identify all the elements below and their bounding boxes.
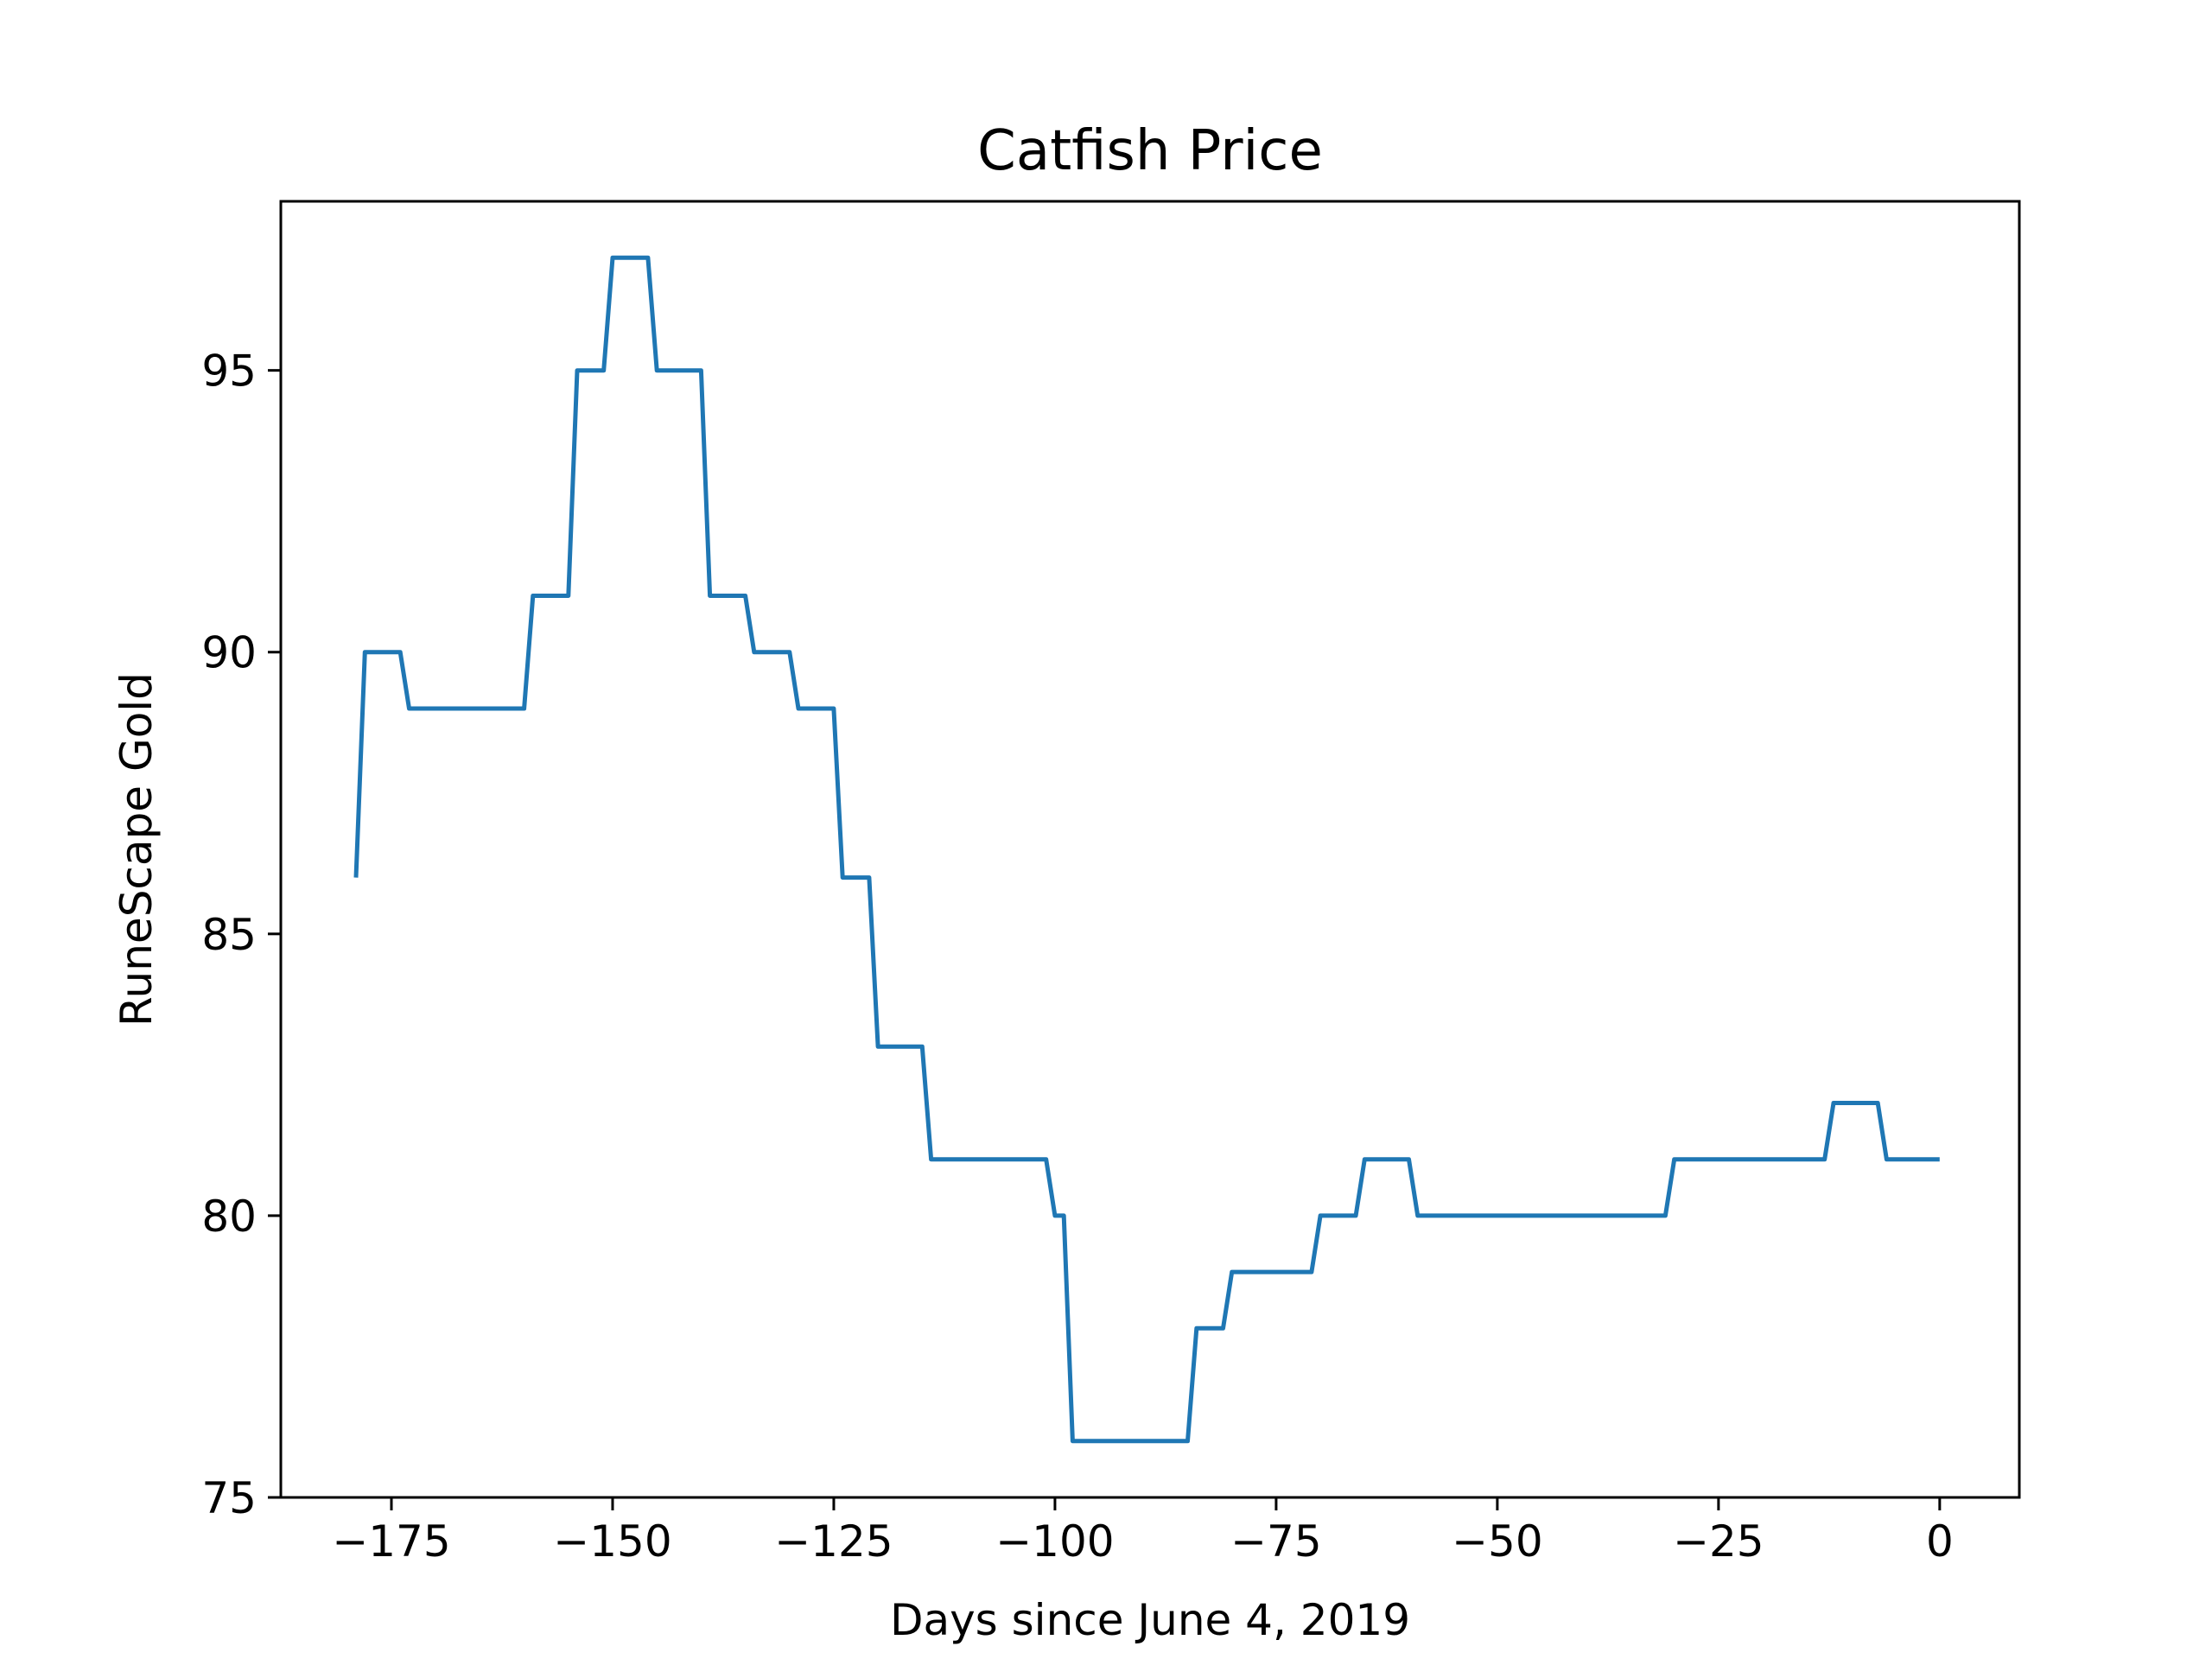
x-axis-label: Days since June 4, 2019 xyxy=(890,1595,1410,1645)
plot-area xyxy=(279,200,2021,1499)
x-tick-label: −25 xyxy=(1673,1516,1764,1567)
y-tick-label: 75 xyxy=(201,1473,257,1523)
y-tick-label: 95 xyxy=(201,346,257,397)
x-tick-label: −125 xyxy=(774,1516,893,1567)
x-tick-label: −150 xyxy=(553,1516,671,1567)
series-layer xyxy=(353,255,1940,1444)
x-tick-label: 0 xyxy=(1926,1516,1954,1567)
x-tick-label: −175 xyxy=(332,1516,450,1567)
y-tick-label: 80 xyxy=(201,1192,257,1242)
chart-title: Catfish Price xyxy=(977,119,1323,183)
x-tick-label: −75 xyxy=(1230,1516,1322,1567)
y-axis-label: RuneScape Gold xyxy=(111,672,162,1027)
y-axis: 75 80 85 90 95 xyxy=(201,346,281,1523)
y-tick-label: 90 xyxy=(201,628,257,678)
x-axis: −175 −150 −125 −100 −75 −50 −25 0 xyxy=(332,1497,1954,1567)
y-tick-label: 85 xyxy=(201,910,257,960)
price-series-line xyxy=(353,255,1940,1444)
plot-frame xyxy=(279,200,2021,1499)
x-tick-label: −100 xyxy=(995,1516,1114,1567)
x-tick-label: −50 xyxy=(1452,1516,1543,1567)
